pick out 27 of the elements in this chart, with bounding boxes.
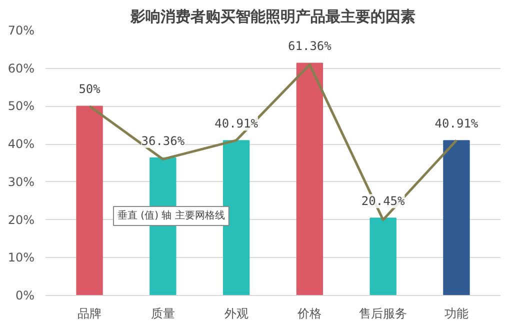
y-tick-label: 0% bbox=[15, 288, 35, 302]
y-tick-label: 50% bbox=[8, 99, 34, 114]
data-label: 50% bbox=[78, 82, 102, 96]
y-tick-label: 40% bbox=[8, 137, 34, 152]
x-tick-label: 功能 bbox=[444, 306, 468, 320]
bar bbox=[76, 106, 103, 296]
chart-title: 影响消费者购买智能照明产品最主要的因素 bbox=[130, 8, 416, 26]
annotation: 垂直 (值) 轴 主要网格线 bbox=[118, 210, 225, 222]
y-tick-label: 30% bbox=[8, 174, 34, 189]
y-tick-label: 20% bbox=[8, 212, 34, 227]
data-label: 40.91% bbox=[214, 116, 259, 131]
data-label: 36.36% bbox=[141, 134, 186, 148]
bar bbox=[443, 140, 470, 296]
x-tick-label: 品牌 bbox=[78, 306, 102, 320]
bar bbox=[222, 140, 250, 296]
x-tick-label: 质量 bbox=[150, 306, 175, 320]
bar bbox=[370, 218, 396, 296]
x-tick-label: 外观 bbox=[224, 306, 248, 320]
data-label: 61.36% bbox=[288, 39, 332, 54]
data-label: 40.91% bbox=[434, 116, 479, 131]
bar bbox=[296, 62, 324, 296]
y-tick-label: 70% bbox=[8, 24, 34, 38]
y-tick-label: 60% bbox=[8, 61, 34, 76]
x-tick-label: 价格 bbox=[296, 306, 322, 320]
x-tick-label: 售后服务 bbox=[359, 306, 408, 320]
y-tick-label: 10% bbox=[8, 250, 34, 265]
data-label: 20.45% bbox=[361, 194, 406, 208]
